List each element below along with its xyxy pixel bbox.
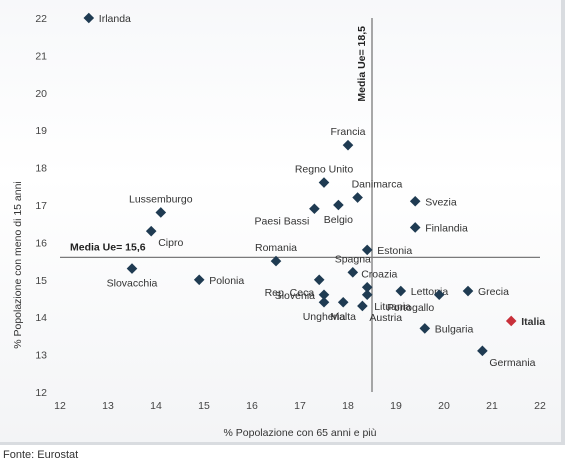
reference-label-x: Media Ue= 18,5 [356, 26, 368, 102]
data-point-marker [155, 207, 167, 218]
data-point-label: Svezia [425, 196, 457, 208]
data-point-marker [83, 12, 95, 24]
reference-lines: Media Ue= 18,5 Media Ue= 15,6 [60, 18, 540, 392]
y-tick-label: 17 [35, 200, 47, 212]
data-point-label: Paesi Bassi [255, 216, 310, 228]
data-point-label: Austria [369, 312, 402, 324]
data-point-marker [462, 285, 474, 297]
reference-label-y: Media Ue= 15,6 [70, 241, 146, 253]
data-point-marker [361, 281, 373, 293]
data-point-label: Cipro [158, 237, 183, 249]
data-point-marker [409, 222, 421, 233]
data-point-label: Belgio [324, 214, 353, 226]
data-point-label: Croazia [361, 268, 397, 280]
data-point-label: Regno Unito [295, 164, 354, 176]
x-tick-label: 15 [198, 400, 210, 412]
data-point-marker [318, 177, 330, 188]
x-tick-label: 14 [150, 400, 162, 412]
x-tick-label: 16 [246, 400, 258, 412]
x-axis-title: % Popolazione con 65 anni e più [224, 427, 377, 439]
data-point-marker [433, 289, 445, 301]
data-point-label: Slovenia [275, 290, 315, 302]
data-point-label: Germania [489, 357, 535, 369]
x-tick-label: 21 [486, 400, 498, 412]
x-tick-label: 22 [534, 400, 546, 412]
chart-panel [0, 0, 565, 445]
y-tick-label: 12 [35, 387, 47, 399]
data-point-marker [347, 267, 359, 278]
data-point-label: Grecia [478, 286, 509, 298]
data-point-label: Italia [521, 316, 545, 328]
x-tick-label: 20 [438, 400, 450, 412]
y-tick-label: 19 [35, 125, 47, 137]
data-point-marker [193, 274, 205, 286]
data-point-label: Lituania [374, 301, 411, 313]
scatter-chart: 12 13 14 15 16 17 18 19 20 21 22 12 13 14 15 16 17 18 19 20… [12, 12, 546, 439]
data-point-label: Malta [330, 311, 356, 323]
data-point-marker [318, 296, 330, 308]
data-point-label: Finlandia [425, 222, 468, 234]
data-point-marker [357, 300, 368, 312]
x-tick-label: 17 [294, 400, 306, 412]
data-point-marker [342, 139, 354, 151]
y-tick-label: 15 [35, 275, 47, 287]
axes: 12 13 14 15 16 17 18 19 20 21 22 12 13 14 15 16 17 18 19 20… [35, 13, 546, 412]
y-axis-title: % Popolazione con meno di 15 anni [12, 181, 24, 349]
data-point-label: Estonia [377, 245, 412, 257]
y-tick-label: 13 [35, 350, 47, 362]
y-tick-label: 21 [35, 50, 47, 62]
data-point-marker [419, 323, 431, 334]
data-point-label: Portogallo [387, 302, 434, 314]
data-point-marker [505, 315, 517, 327]
x-tick-label: 19 [390, 400, 402, 412]
data-point-marker [352, 192, 363, 203]
data-point-label: Bulgaria [435, 323, 474, 335]
y-tick-label: 18 [35, 163, 47, 175]
data-point-label: Lussemburgo [129, 193, 193, 205]
data-points: Irlanda Francia Regno Unito Danimarca Svezia… [83, 12, 545, 369]
x-tick-label: 13 [102, 400, 114, 412]
data-point-marker [361, 244, 373, 256]
data-point-marker [395, 285, 407, 297]
data-point-marker [333, 199, 344, 211]
data-point-marker [145, 225, 157, 237]
x-tick-label: 18 [342, 400, 354, 412]
data-point-marker [309, 203, 320, 215]
data-point-marker [361, 289, 373, 301]
data-point-marker [126, 263, 138, 274]
data-point-label: Ungheria [303, 311, 346, 323]
data-point-label: Romania [255, 242, 297, 254]
data-point-marker [270, 255, 282, 267]
data-point-marker [477, 345, 488, 357]
data-point-label: Slovacchia [107, 278, 158, 290]
data-point-marker [337, 296, 349, 308]
data-point-label: Spagna [335, 253, 371, 265]
y-tick-label: 14 [35, 312, 47, 324]
data-point-label: Irlanda [99, 13, 131, 25]
data-point-marker [318, 289, 330, 301]
y-tick-label: 22 [35, 13, 47, 25]
data-point-label: Rep. Ceca [265, 287, 315, 299]
y-tick-label: 16 [35, 237, 47, 249]
x-tick-label: 12 [54, 400, 66, 412]
data-point-label: Francia [330, 126, 365, 138]
data-point-marker [409, 195, 421, 207]
y-tick-label: 20 [35, 88, 47, 100]
data-point-marker [313, 274, 325, 286]
source-note: Fonte: Eurostat [3, 449, 79, 461]
data-point-label: Danimarca [352, 179, 403, 191]
data-point-label: Polonia [209, 275, 244, 287]
